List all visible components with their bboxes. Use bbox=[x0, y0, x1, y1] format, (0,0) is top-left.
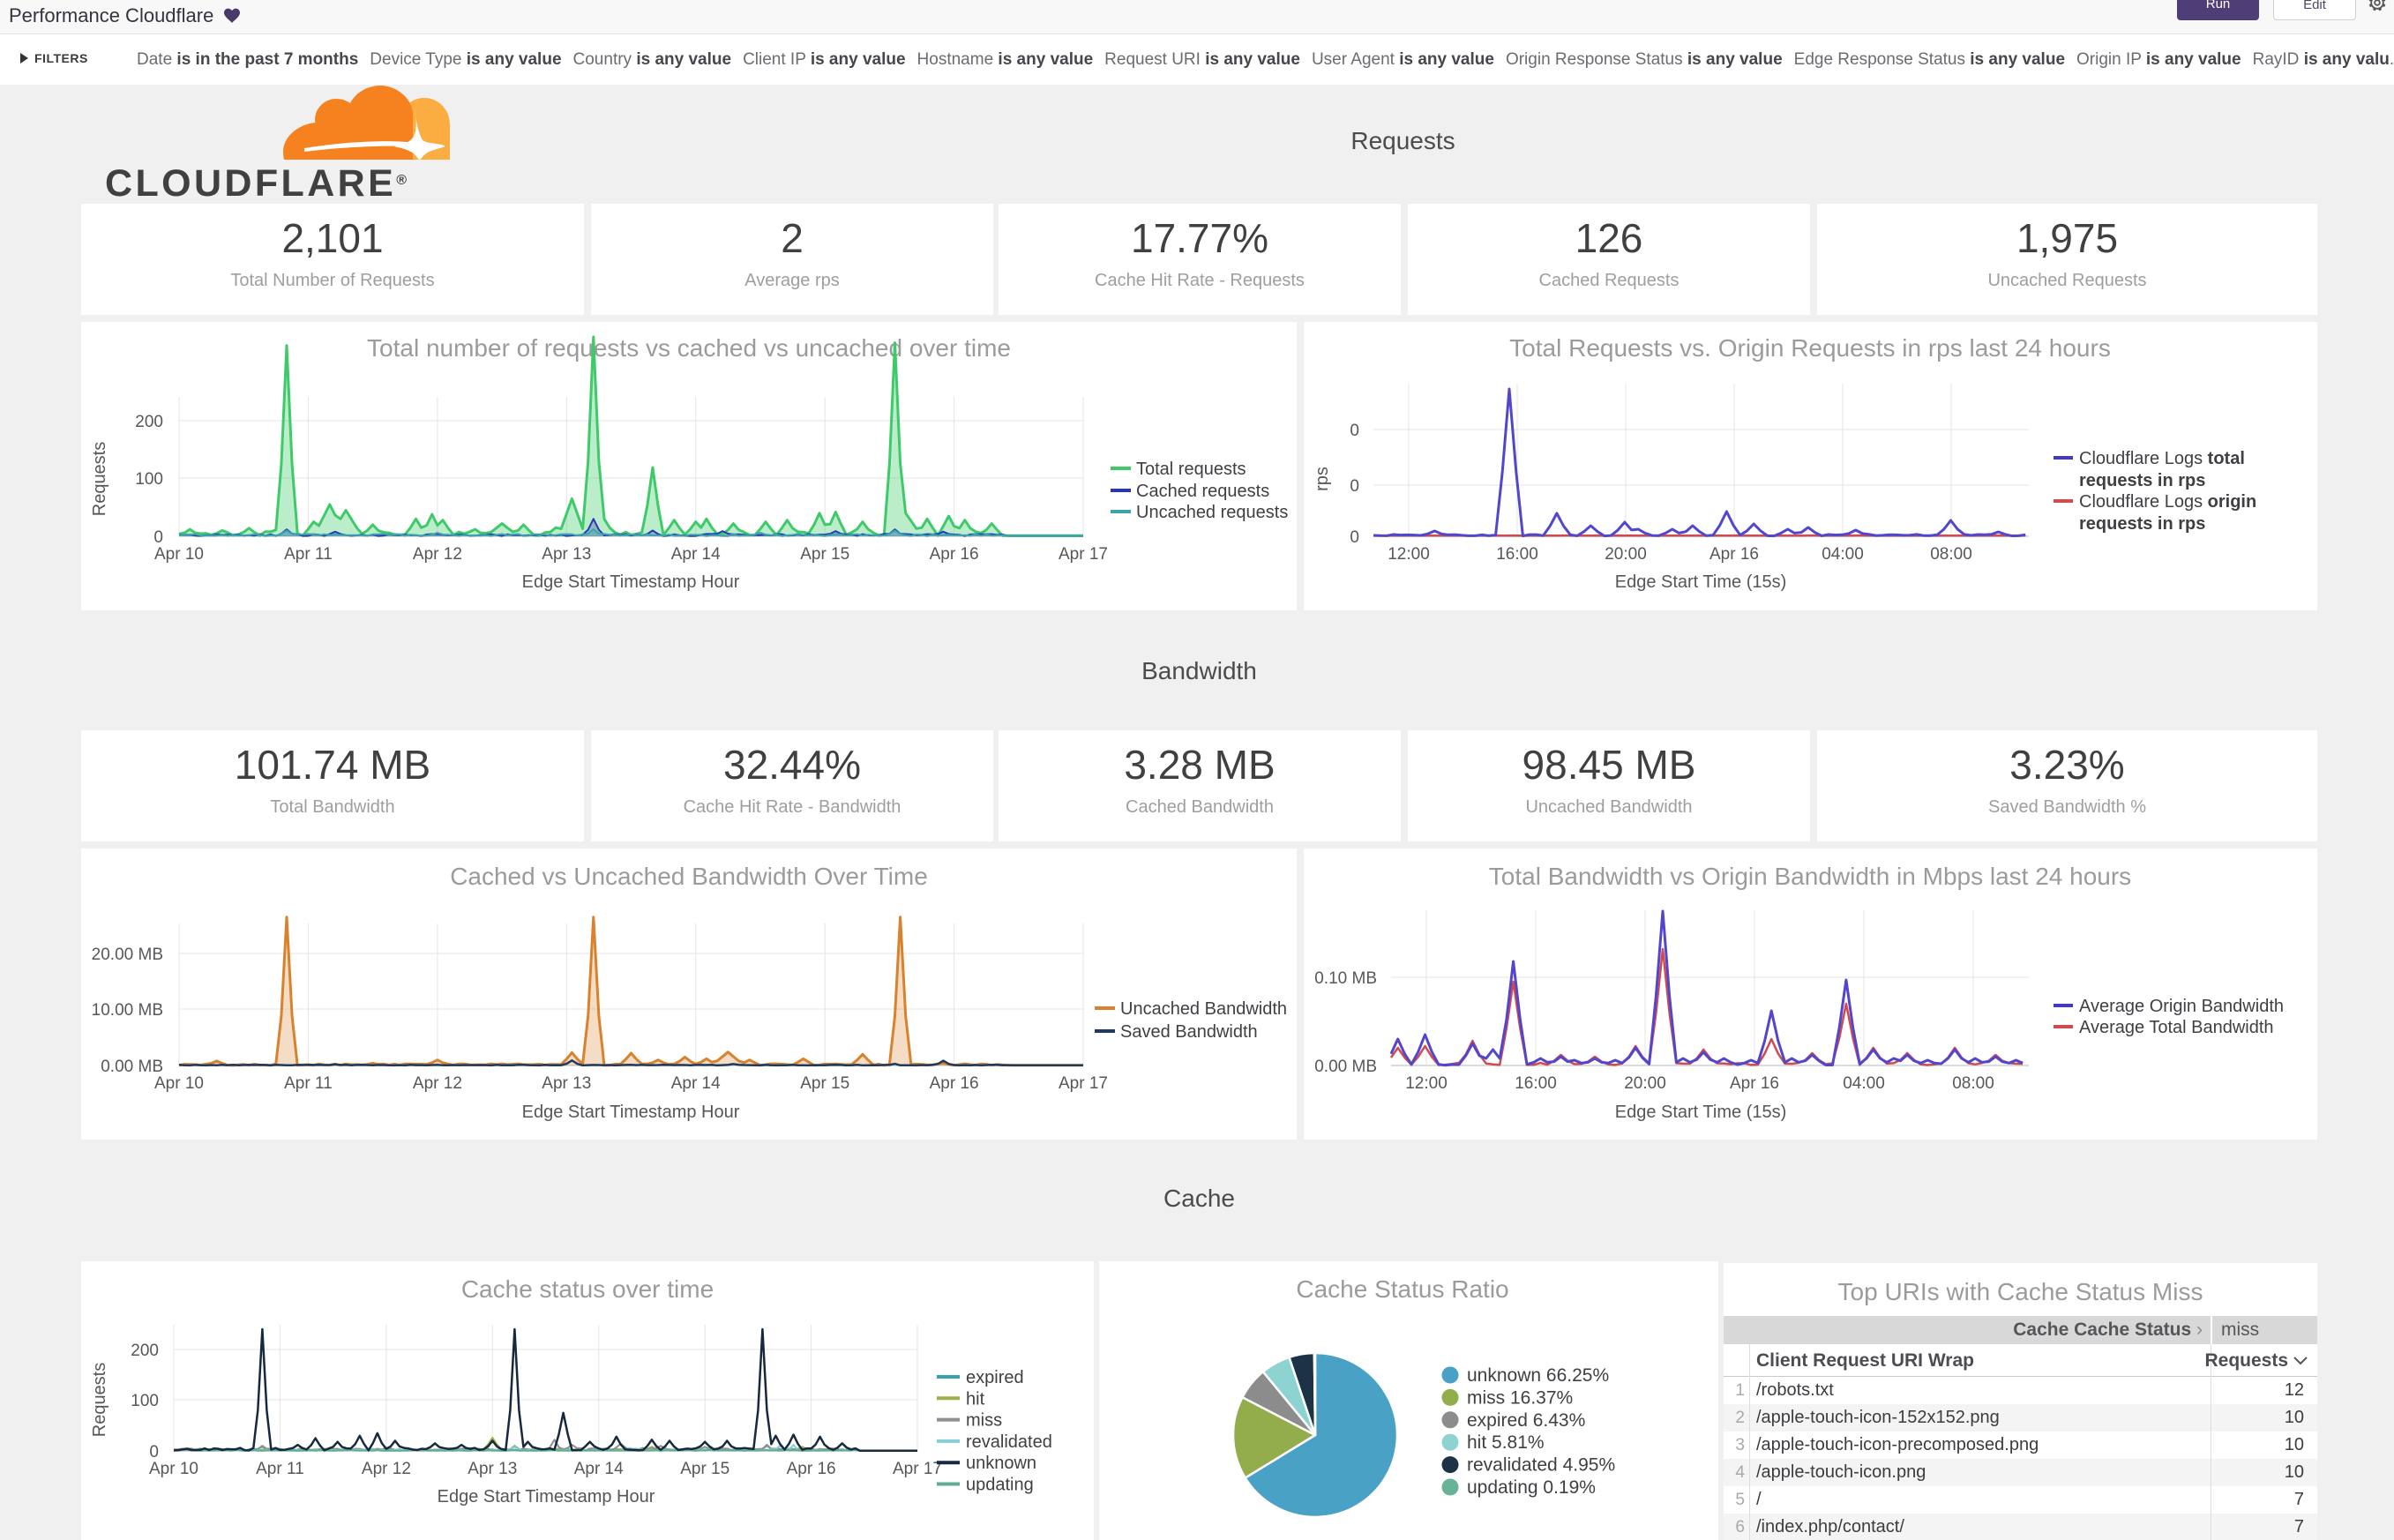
svg-text:Apr 14: Apr 14 bbox=[671, 1074, 721, 1093]
svg-text:Apr 16: Apr 16 bbox=[787, 1460, 836, 1478]
svg-text:Edge Start Time (15s): Edge Start Time (15s) bbox=[1615, 572, 1787, 592]
svg-text:Average Origin Bandwidth: Average Origin Bandwidth bbox=[2079, 997, 2284, 1016]
svg-text:revalidated: revalidated bbox=[966, 1432, 1052, 1452]
svg-text:08:00: 08:00 bbox=[1952, 1074, 1994, 1093]
svg-text:20:00: 20:00 bbox=[1605, 545, 1647, 564]
svg-text:requests in rps: requests in rps bbox=[2079, 471, 2205, 490]
svg-text:expired 6.43%: expired 6.43% bbox=[1467, 1410, 1585, 1431]
svg-text:100: 100 bbox=[131, 1392, 159, 1410]
svg-text:12:00: 12:00 bbox=[1388, 545, 1430, 564]
svg-text:Apr 17: Apr 17 bbox=[893, 1460, 942, 1478]
svg-text:Total number of requests vs ca: Total number of requests vs cached vs un… bbox=[367, 334, 1011, 362]
svg-text:miss 16.37%: miss 16.37% bbox=[1467, 1387, 1573, 1408]
svg-text:Edge Start Timestamp Hour: Edge Start Timestamp Hour bbox=[522, 572, 740, 592]
svg-text:04:00: 04:00 bbox=[1822, 545, 1864, 564]
svg-text:16:00: 16:00 bbox=[1515, 1074, 1557, 1093]
svg-text:Apr 15: Apr 15 bbox=[680, 1460, 729, 1478]
svg-text:Apr 11: Apr 11 bbox=[284, 545, 333, 564]
svg-text:Apr 13: Apr 13 bbox=[468, 1460, 517, 1478]
svg-text:16:00: 16:00 bbox=[1496, 545, 1538, 564]
svg-text:rps: rps bbox=[1313, 467, 1332, 491]
svg-text:0.10 MB: 0.10 MB bbox=[1314, 969, 1377, 988]
svg-text:revalidated 4.95%: revalidated 4.95% bbox=[1467, 1455, 1615, 1476]
svg-text:Apr 10: Apr 10 bbox=[149, 1460, 198, 1478]
svg-text:Apr 16: Apr 16 bbox=[930, 1074, 979, 1093]
svg-text:Total Bandwidth vs Origin Band: Total Bandwidth vs Origin Bandwidth in M… bbox=[1489, 863, 2131, 890]
svg-text:Apr 13: Apr 13 bbox=[542, 545, 591, 564]
svg-text:0.00 MB: 0.00 MB bbox=[101, 1058, 163, 1076]
svg-text:0: 0 bbox=[1350, 477, 1359, 496]
svg-text:200: 200 bbox=[135, 413, 163, 431]
svg-text:Uncached requests: Uncached requests bbox=[1136, 503, 1288, 522]
svg-text:0: 0 bbox=[153, 528, 163, 547]
svg-text:200: 200 bbox=[131, 1342, 159, 1360]
svg-text:miss: miss bbox=[966, 1411, 1002, 1431]
svg-text:updating: updating bbox=[966, 1476, 1034, 1495]
svg-text:Uncached Bandwidth: Uncached Bandwidth bbox=[1120, 999, 1287, 1019]
svg-text:Edge Start Timestamp Hour: Edge Start Timestamp Hour bbox=[438, 1487, 655, 1506]
svg-text:Apr 13: Apr 13 bbox=[542, 1074, 591, 1093]
svg-text:Apr 16: Apr 16 bbox=[1730, 1074, 1779, 1093]
svg-text:Apr 10: Apr 10 bbox=[154, 545, 204, 564]
svg-text:Average Total Bandwidth: Average Total Bandwidth bbox=[2079, 1018, 2274, 1037]
svg-text:unknown: unknown bbox=[966, 1454, 1036, 1473]
svg-text:hit 5.81%: hit 5.81% bbox=[1467, 1432, 1545, 1453]
svg-text:Edge Start Time (15s): Edge Start Time (15s) bbox=[1615, 1103, 1787, 1122]
svg-text:unknown 66.25%: unknown 66.25% bbox=[1467, 1365, 1609, 1386]
svg-text:10.00 MB: 10.00 MB bbox=[92, 1001, 163, 1020]
svg-text:0.00 MB: 0.00 MB bbox=[1314, 1058, 1377, 1076]
svg-text:Apr 15: Apr 15 bbox=[800, 545, 849, 564]
svg-text:20:00: 20:00 bbox=[1624, 1074, 1666, 1093]
svg-text:Apr 11: Apr 11 bbox=[256, 1460, 304, 1478]
svg-text:Apr 14: Apr 14 bbox=[574, 1460, 624, 1478]
svg-text:Apr 11: Apr 11 bbox=[284, 1074, 333, 1093]
svg-text:Cache status over time: Cache status over time bbox=[461, 1275, 714, 1303]
svg-text:Edge Start Timestamp Hour: Edge Start Timestamp Hour bbox=[522, 1103, 740, 1122]
svg-text:Apr 10: Apr 10 bbox=[154, 1074, 204, 1093]
svg-text:04:00: 04:00 bbox=[1843, 1074, 1885, 1093]
svg-text:0: 0 bbox=[1350, 422, 1359, 440]
svg-text:Cache Status Ratio: Cache Status Ratio bbox=[1296, 1275, 1508, 1303]
svg-text:Apr 16: Apr 16 bbox=[930, 545, 979, 564]
svg-text:Apr 15: Apr 15 bbox=[800, 1074, 849, 1093]
svg-text:hit: hit bbox=[966, 1389, 985, 1409]
svg-text:Cloudflare Logs total: Cloudflare Logs total bbox=[2079, 449, 2245, 468]
svg-text:Apr 17: Apr 17 bbox=[1059, 545, 1108, 564]
svg-text:Requests: Requests bbox=[90, 442, 109, 517]
svg-text:Cached requests: Cached requests bbox=[1136, 482, 1269, 501]
svg-text:Apr 12: Apr 12 bbox=[413, 1074, 462, 1093]
svg-text:20.00 MB: 20.00 MB bbox=[92, 946, 163, 964]
svg-text:08:00: 08:00 bbox=[1930, 545, 1972, 564]
svg-text:Apr 12: Apr 12 bbox=[413, 545, 462, 564]
svg-text:expired: expired bbox=[966, 1368, 1024, 1387]
svg-text:Requests: Requests bbox=[90, 1363, 109, 1438]
svg-text:requests in rps: requests in rps bbox=[2079, 514, 2205, 534]
svg-text:0: 0 bbox=[1350, 528, 1359, 547]
svg-text:Saved Bandwidth: Saved Bandwidth bbox=[1120, 1022, 1258, 1042]
svg-text:updating 0.19%: updating 0.19% bbox=[1467, 1477, 1596, 1498]
svg-text:Total Requests vs. Origin Requ: Total Requests vs. Origin Requests in rp… bbox=[1509, 334, 2111, 362]
svg-text:0: 0 bbox=[149, 1443, 159, 1462]
svg-text:Cached vs Uncached Bandwidth O: Cached vs Uncached Bandwidth Over Time bbox=[450, 863, 928, 890]
svg-text:Apr 14: Apr 14 bbox=[671, 545, 721, 564]
svg-text:100: 100 bbox=[135, 470, 163, 489]
svg-text:Apr 16: Apr 16 bbox=[1709, 545, 1759, 564]
svg-text:Apr 12: Apr 12 bbox=[362, 1460, 411, 1478]
svg-text:Cloudflare Logs origin: Cloudflare Logs origin bbox=[2079, 492, 2256, 512]
svg-text:Apr 17: Apr 17 bbox=[1059, 1074, 1108, 1093]
svg-text:Total requests: Total requests bbox=[1136, 460, 1246, 479]
svg-text:12:00: 12:00 bbox=[1405, 1074, 1448, 1093]
